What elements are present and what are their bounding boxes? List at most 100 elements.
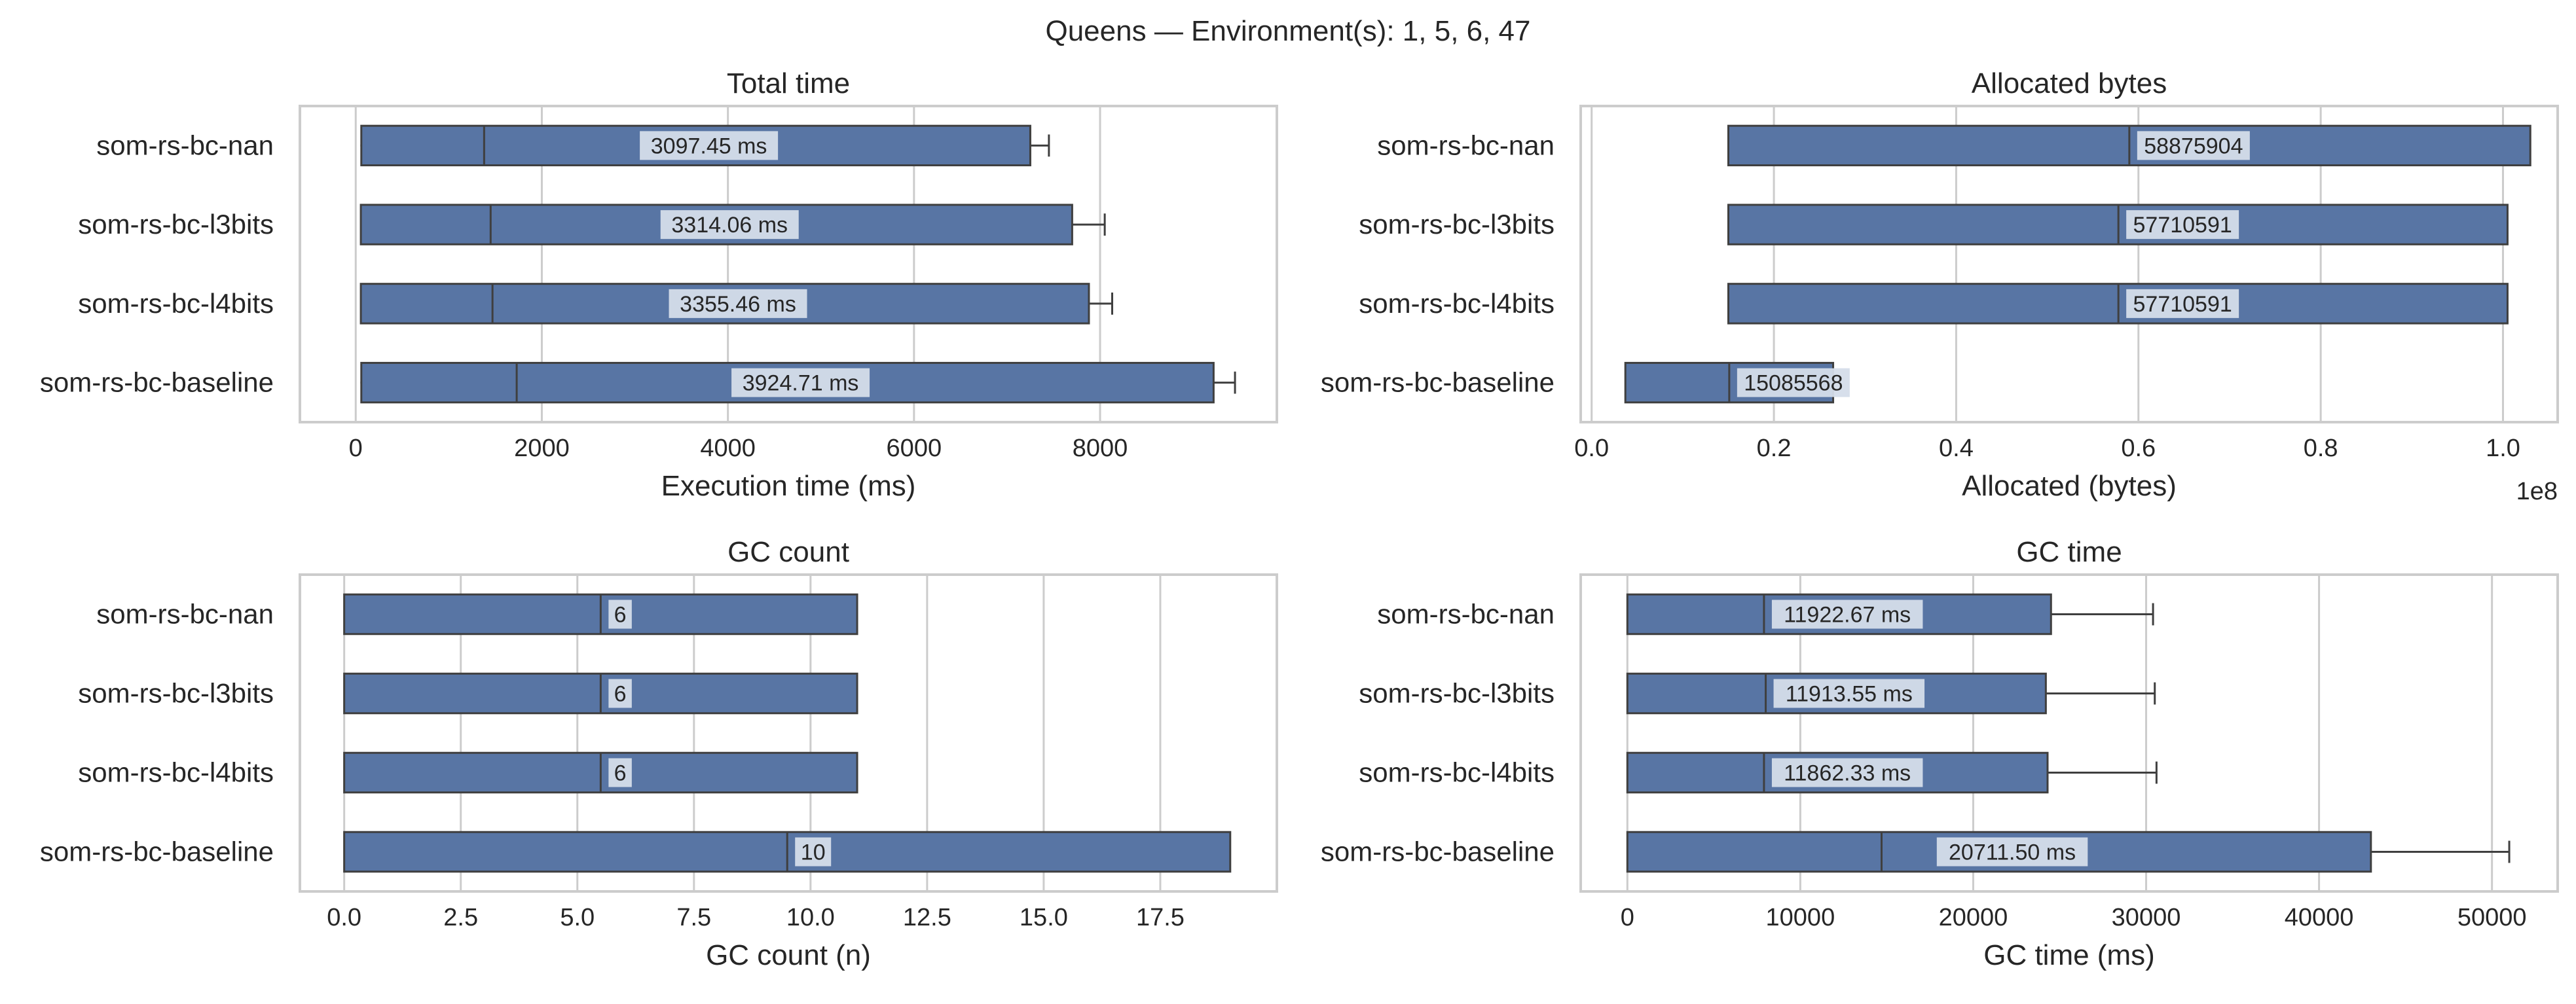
box-group: 11922.67 ms	[1626, 593, 2154, 636]
x-offset-label: 1e8	[2516, 478, 2558, 505]
data-label-bg	[2126, 210, 2239, 240]
data-label-bg	[1771, 600, 1923, 629]
category-label: som-rs-bc-baseline	[40, 367, 274, 398]
category-label: som-rs-bc-nan	[96, 599, 274, 630]
data-label-bg	[2126, 289, 2239, 318]
x-tick-label: 10.0	[786, 904, 835, 931]
box-group: 6	[343, 672, 858, 715]
x-tick-label: 17.5	[1136, 904, 1185, 931]
box-group: 3924.71 ms	[360, 361, 1236, 404]
data-label: 57710591	[2133, 213, 2232, 238]
category-label: som-rs-bc-l4bits	[78, 288, 274, 319]
x-tick-label: 2.5	[443, 904, 478, 931]
box-group: 15085568	[1624, 361, 1850, 404]
panel-3: GC time 0 10000 20000 30000 40000 50000 GC time…	[1321, 536, 2559, 971]
plot-frame	[1579, 573, 2559, 893]
plot-frame	[299, 573, 1278, 893]
box-group: 20711.50 ms	[1626, 831, 2511, 873]
x-tick-label: 0.2	[1757, 435, 1792, 462]
box-group: 57710591	[1727, 283, 2509, 325]
x-tick-label: 2000	[514, 435, 570, 462]
data-label: 11922.67 ms	[1784, 603, 1911, 628]
x-tick-label: 50000	[2457, 904, 2527, 931]
box-group: 6	[343, 751, 858, 794]
data-label: 3355.46 ms	[680, 292, 796, 317]
x-axis-label: GC time (ms)	[1983, 939, 2155, 971]
category-label: som-rs-bc-nan	[96, 130, 274, 160]
data-label: 3924.71 ms	[743, 371, 859, 396]
x-tick-label: 0	[349, 435, 363, 462]
category-label: som-rs-bc-l3bits	[78, 678, 274, 709]
category-label: som-rs-bc-l4bits	[1359, 757, 1555, 788]
category-label: som-rs-bc-l3bits	[78, 209, 274, 240]
data-label: 10	[801, 840, 826, 865]
data-label-bg	[608, 600, 632, 629]
x-tick-label: 5.0	[560, 904, 595, 931]
box-group: 10	[343, 831, 1232, 873]
category-label: som-rs-bc-l3bits	[1359, 678, 1555, 709]
x-tick-label: 0.4	[1939, 435, 1974, 462]
data-label-bg	[2137, 131, 2250, 160]
data-label: 3314.06 ms	[671, 213, 788, 238]
data-label: 20711.50 ms	[1949, 840, 2076, 865]
category-label: som-rs-bc-baseline	[1321, 836, 1555, 867]
x-tick-label: 0.8	[2304, 435, 2338, 462]
data-label: 3097.45 ms	[651, 134, 767, 158]
panel-title: Total time	[727, 67, 850, 99]
box-group: 3355.46 ms	[359, 283, 1113, 325]
x-tick-label: 4000	[700, 435, 756, 462]
data-label-bg	[1936, 837, 2088, 867]
data-label-bg	[731, 368, 870, 397]
x-tick-label: 10000	[1766, 904, 1835, 931]
x-axis-label: GC count (n)	[706, 939, 871, 971]
figure-title: Queens — Environment(s): 1, 5, 6, 47	[1045, 15, 1530, 47]
x-tick-label: 1.0	[2486, 435, 2520, 462]
data-label-bg	[669, 289, 807, 318]
data-label: 58875904	[2144, 134, 2243, 158]
box-group: 58875904	[1727, 124, 2531, 167]
plot-frame	[299, 105, 1278, 423]
category-label: som-rs-bc-nan	[1377, 599, 1555, 630]
x-tick-label: 30000	[2112, 904, 2181, 931]
data-label: 6	[614, 761, 627, 786]
box-group: 3314.06 ms	[359, 204, 1106, 245]
data-label: 15085568	[1744, 371, 1843, 396]
box-group: 11862.33 ms	[1626, 751, 2158, 794]
x-axis-label: Allocated (bytes)	[1962, 470, 2177, 502]
plot-frame	[1579, 105, 2559, 423]
panel-2: GC count 0.0 2.5 5.0 7.5 10.0 12.5 15.0 17.5 GC c…	[40, 536, 1278, 971]
panel-title: Allocated bytes	[1972, 67, 2167, 99]
panel-0: Total time 0 2000 4000 6000 8000 Execution tim…	[40, 67, 1278, 502]
x-tick-label: 40000	[2285, 904, 2354, 931]
data-label-bg	[608, 679, 632, 708]
category-label: som-rs-bc-baseline	[40, 836, 274, 867]
x-tick-label: 12.5	[903, 904, 951, 931]
x-tick-label: 15.0	[1020, 904, 1068, 931]
data-label-bg	[795, 837, 832, 867]
box-group: 3097.45 ms	[360, 124, 1050, 167]
category-label: som-rs-bc-nan	[1377, 130, 1555, 160]
data-label: 6	[614, 682, 627, 707]
box-group: 57710591	[1727, 204, 2509, 245]
x-tick-label: 0.0	[1574, 435, 1609, 462]
category-label: som-rs-bc-l4bits	[78, 757, 274, 788]
x-tick-label: 7.5	[676, 904, 711, 931]
data-label-bg	[1773, 679, 1925, 708]
data-label: 11862.33 ms	[1784, 761, 1911, 786]
data-label-bg	[1771, 758, 1923, 787]
data-label: 6	[614, 603, 627, 628]
x-tick-label: 0	[1621, 904, 1634, 931]
x-axis-label: Execution time (ms)	[661, 470, 916, 502]
x-tick-label: 6000	[887, 435, 942, 462]
x-tick-label: 8000	[1073, 435, 1128, 462]
category-label: som-rs-bc-l4bits	[1359, 288, 1555, 319]
x-tick-label: 0.6	[2121, 435, 2156, 462]
x-tick-label: 20000	[1939, 904, 2008, 931]
data-label: 57710591	[2133, 292, 2232, 317]
data-label-bg	[608, 758, 632, 787]
panel-1: Allocated bytes 0.0 0.2 0.4 0.6 0.8 1.0 Allocat…	[1321, 67, 2559, 505]
x-tick-label: 0.0	[327, 904, 361, 931]
category-label: som-rs-bc-l3bits	[1359, 209, 1555, 240]
panel-title: GC count	[727, 536, 849, 568]
